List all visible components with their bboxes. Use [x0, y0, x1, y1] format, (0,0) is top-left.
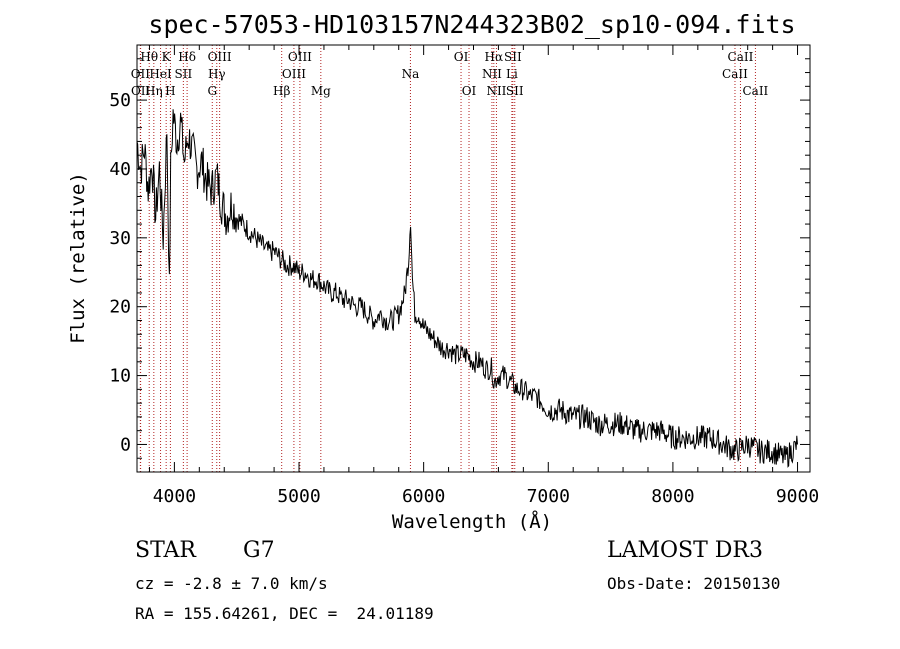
- line-label: SII: [504, 50, 522, 64]
- chart-title: spec-57053-HD103157N244323B02_sp10-094.f…: [148, 10, 795, 39]
- line-label: SII: [175, 67, 193, 81]
- emission-line-markers: [139, 45, 756, 472]
- line-label: CaII: [722, 67, 748, 81]
- y-tick-label: 50: [109, 90, 131, 111]
- x-axis: 4000 5000 6000 7000 8000 9000: [148, 45, 819, 507]
- line-label: OI: [462, 84, 477, 98]
- line-label: Hδ: [178, 50, 196, 64]
- line-label: OI: [454, 50, 469, 64]
- line-label: Hα: [485, 50, 504, 64]
- line-label: Na: [402, 67, 420, 81]
- spectrum-chart: spec-57053-HD103157N244323B02_sp10-094.f…: [67, 10, 819, 533]
- redshift-readout: cz = -2.8 ± 7.0 km/s: [135, 574, 328, 593]
- line-label: H: [165, 84, 175, 98]
- line-label: CaII: [728, 50, 754, 64]
- observation-date: Obs-Date: 20150130: [607, 574, 781, 593]
- x-tick-label: 5000: [277, 486, 320, 507]
- line-label: Li: [506, 67, 518, 81]
- x-tick-label: 4000: [153, 486, 196, 507]
- line-label: Hθ: [140, 50, 158, 64]
- line-label: OII: [131, 67, 151, 81]
- line-label: Hβ: [273, 84, 290, 98]
- line-label: OII: [131, 84, 151, 98]
- y-tick-label: 40: [109, 159, 131, 180]
- x-tick-label: 7000: [527, 486, 570, 507]
- line-label: OIII: [282, 67, 306, 81]
- line-label: CaII: [742, 84, 768, 98]
- line-label: Mg: [311, 84, 331, 98]
- line-label: Hη: [145, 84, 163, 98]
- y-axis-label: Flux (relative): [67, 172, 89, 344]
- spectrum-line: [136, 109, 798, 468]
- x-tick-label: 8000: [651, 486, 694, 507]
- x-tick-label: 9000: [776, 486, 819, 507]
- y-tick-label: 0: [120, 434, 131, 455]
- line-label: G: [207, 84, 217, 98]
- line-label: HeI: [149, 67, 172, 81]
- x-tick-label: 6000: [402, 486, 445, 507]
- line-label: NII: [482, 67, 502, 81]
- line-label: SII: [506, 84, 524, 98]
- y-tick-label: 30: [109, 228, 131, 249]
- survey-name: LAMOST DR3: [607, 538, 763, 563]
- coordinates-readout: RA = 155.64261, DEC = 24.01189: [135, 604, 434, 623]
- line-label: K: [162, 50, 172, 64]
- object-subclass: G7: [243, 538, 275, 563]
- plot-frame: [136, 44, 811, 473]
- line-label: OIII: [208, 50, 232, 64]
- line-label: NII: [486, 84, 506, 98]
- y-axis: 0 10 20 30 40 50: [109, 58, 810, 459]
- line-label: Hγ: [208, 67, 226, 81]
- y-tick-label: 20: [109, 297, 131, 318]
- x-axis-label: Wavelength (Å): [392, 510, 552, 533]
- line-label: OIII: [288, 50, 312, 64]
- y-tick-label: 10: [109, 366, 131, 387]
- object-class: STAR: [135, 538, 196, 563]
